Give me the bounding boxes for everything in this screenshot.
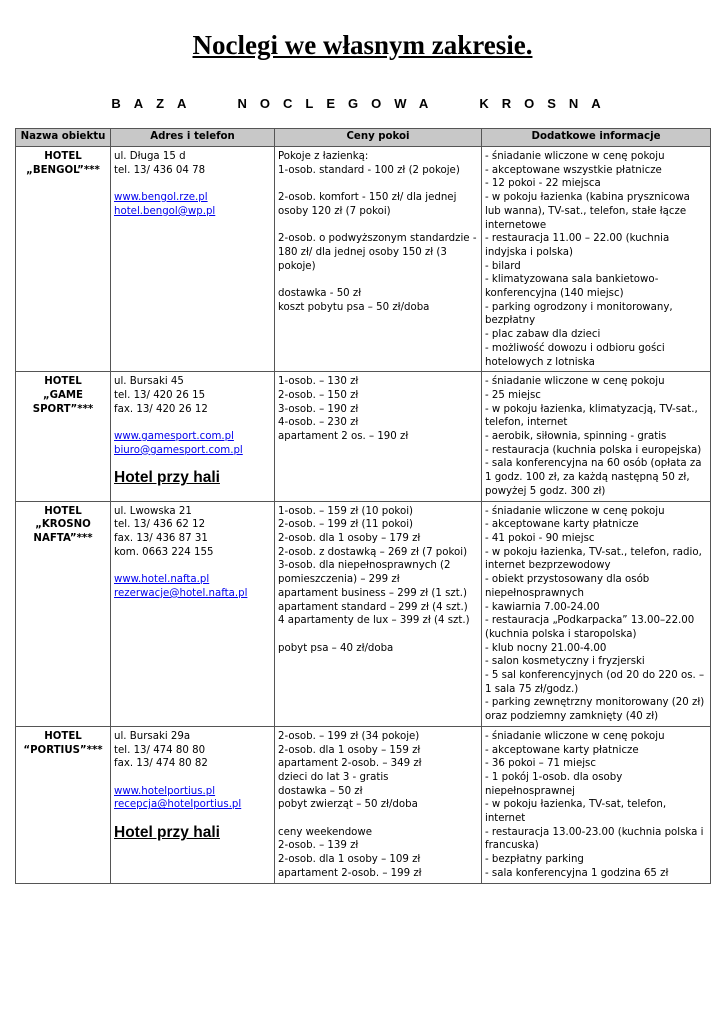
table-row: HOTEL „GAME SPORT”*** ul. Bursaki 45 tel.…	[15, 371, 711, 502]
page-subtitle: BAZA NOCLEGOWA KROSNA	[111, 96, 614, 111]
table-header-row: Nazwa obiektu Adres i telefon Ceny pokoi…	[15, 128, 711, 147]
address-text: ul. Bursaki 29a tel. 13/ 474 80 80 fax. …	[114, 730, 208, 770]
prices-cell: 1-osob. – 130 zł 2-osob. – 150 zł 3-osob…	[274, 371, 482, 502]
address-cell: ul. Bursaki 45 tel. 13/ 420 26 15 fax. 1…	[110, 371, 275, 502]
header-prices: Ceny pokoi	[274, 128, 482, 147]
prices-cell: 1-osob. – 159 zł (10 pokoi) 2-osob. – 19…	[274, 500, 482, 727]
info-cell: - śniadanie wliczone w cenę pokoju - akc…	[481, 725, 711, 884]
email-link[interactable]: biuro@gamesport.com.pl	[114, 444, 243, 456]
website-link[interactable]: www.gamesport.com.pl	[114, 431, 234, 443]
address-cell: ul. Lwowska 21 tel. 13/ 436 62 12 fax. 1…	[110, 500, 275, 727]
email-link[interactable]: rezerwacje@hotel.nafta.pl	[114, 587, 248, 599]
prices-cell: 2-osob. – 199 zł (34 pokoje) 2-osob. dla…	[274, 725, 482, 884]
table-row: HOTEL “PORTIUS”*** ul. Bursaki 29a tel. 1…	[15, 725, 711, 884]
header-name: Nazwa obiektu	[15, 128, 111, 147]
address-text: ul. Lwowska 21 tel. 13/ 436 62 12 fax. 1…	[114, 505, 214, 558]
address-cell: ul. Długa 15 d tel. 13/ 436 04 78 www.ben…	[110, 145, 275, 373]
hotel-name: HOTEL „BENGOL”***	[15, 145, 111, 373]
email-link[interactable]: hotel.bengol@wp.pl	[114, 205, 216, 217]
hotel-note: Hotel przy hali	[114, 824, 220, 842]
address-text: ul. Bursaki 45 tel. 13/ 420 26 15 fax. 1…	[114, 376, 208, 415]
website-link[interactable]: www.bengol.rze.pl	[114, 192, 208, 204]
hotel-name: HOTEL „GAME SPORT”***	[15, 371, 111, 502]
address-text: ul. Długa 15 d tel. 13/ 436 04 78	[114, 151, 206, 176]
accommodation-table: Nazwa obiektu Adres i telefon Ceny pokoi…	[15, 128, 711, 884]
hotel-name: HOTEL “PORTIUS”***	[15, 725, 111, 884]
header-address: Adres i telefon	[110, 128, 275, 147]
hotel-name: HOTEL „KROSNO NAFTA”***	[15, 500, 111, 727]
page-title: Noclegi we własnym zakresie.	[192, 30, 533, 60]
info-cell: - śniadanie wliczone w cenę pokoju - akc…	[481, 500, 711, 727]
email-link[interactable]: recepcja@hotelportius.pl	[114, 799, 242, 811]
hotel-note: Hotel przy hali	[114, 469, 220, 487]
website-link[interactable]: www.hotelportius.pl	[114, 785, 216, 797]
prices-cell: Pokoje z łazienką: 1-osob. standard - 10…	[274, 145, 482, 373]
table-row: HOTEL „KROSNO NAFTA”*** ul. Lwowska 21 te…	[15, 500, 711, 727]
table-row: HOTEL „BENGOL”*** ul. Długa 15 d tel. 13/…	[15, 145, 711, 373]
header-info: Dodatkowe informacje	[481, 128, 711, 147]
address-cell: ul. Bursaki 29a tel. 13/ 474 80 80 fax. …	[110, 725, 275, 884]
info-cell: - śniadanie wliczone w cenę pokoju - 25 …	[481, 371, 711, 502]
info-cell: - śniadanie wliczone w cenę pokoju - akc…	[481, 145, 711, 373]
website-link[interactable]: www.hotel.nafta.pl	[114, 574, 210, 586]
